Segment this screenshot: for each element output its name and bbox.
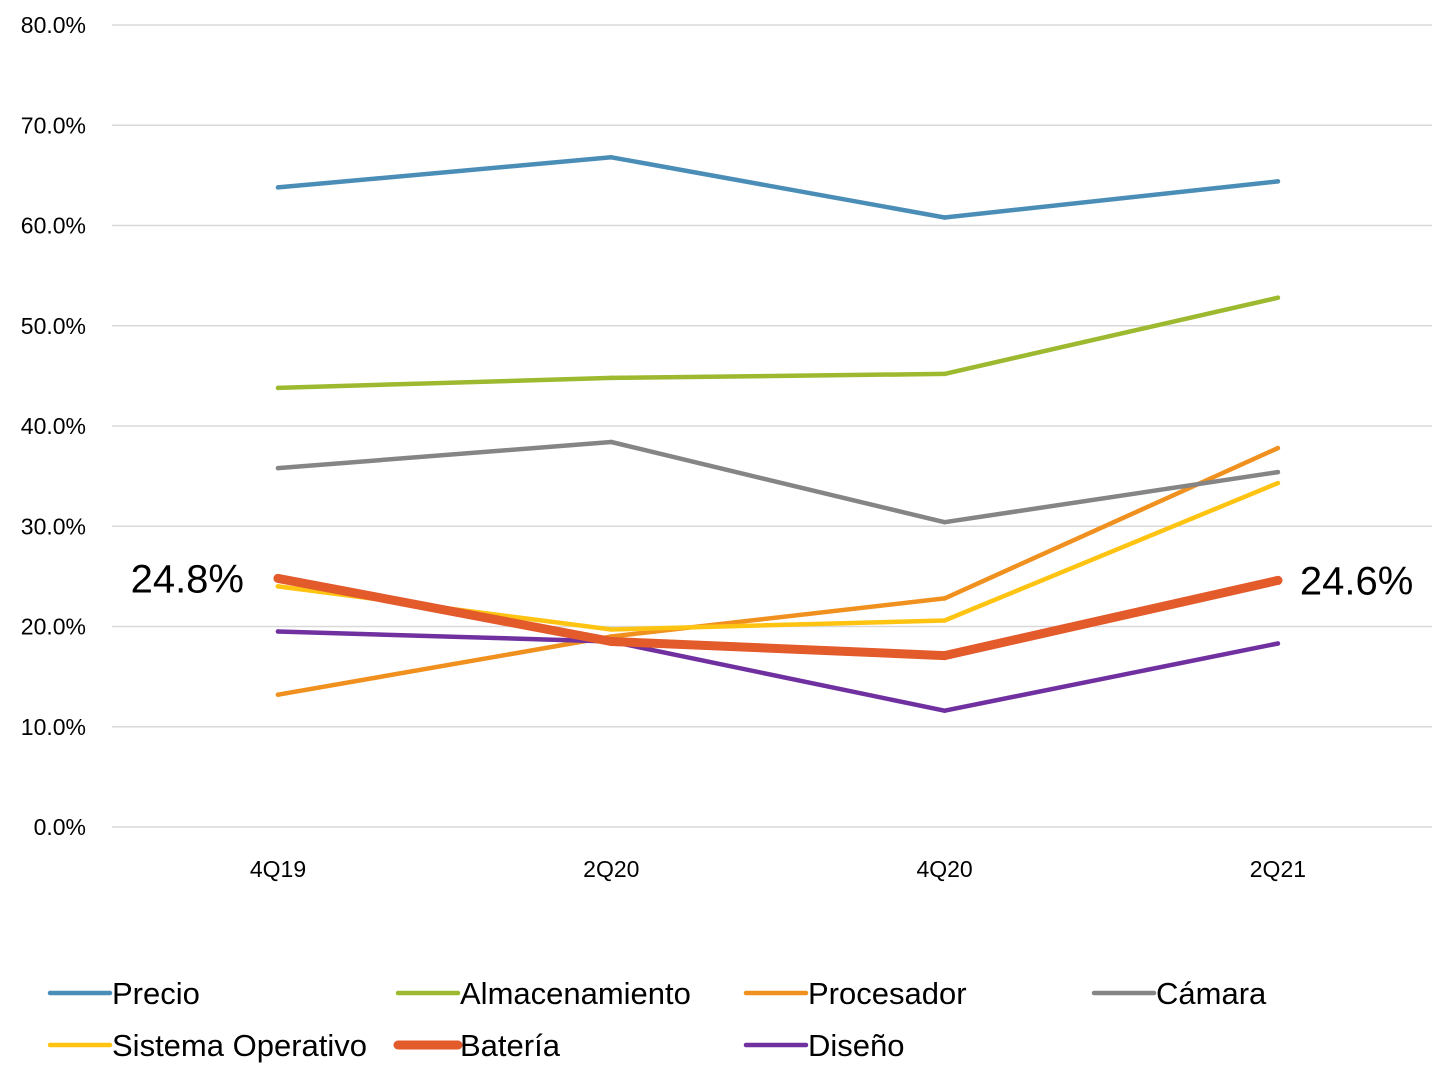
data-point-sistema-operativo	[275, 584, 281, 589]
y-tick-label: 30.0%	[21, 513, 86, 539]
y-axis-ticks: 0.0% 10.0% 20.0% 30.0% 40.0% 50.0% 60.0% 70.0% 8…	[21, 12, 86, 840]
data-point-bateria	[940, 651, 950, 661]
y-tick-label: 60.0%	[21, 213, 86, 239]
x-axis-ticks: 4Q19 2Q20 4Q20 2Q21	[250, 856, 1306, 882]
gridlines	[112, 24, 1432, 828]
y-tick-label: 40.0%	[21, 413, 86, 439]
data-label: 24.6%	[1300, 559, 1413, 603]
data-point-precio	[942, 215, 947, 220]
data-point-almacenamiento	[275, 385, 281, 391]
data-point-camara	[609, 439, 614, 445]
x-tick-label: 4Q19	[250, 856, 306, 882]
series-lines	[273, 155, 1283, 713]
data-point-procesador	[275, 692, 281, 697]
data-point-diseno	[1275, 641, 1281, 646]
x-tick-label: 2Q21	[1250, 856, 1306, 882]
y-tick-label: 20.0%	[21, 614, 86, 640]
data-point-precio	[1275, 179, 1281, 184]
y-tick-label: 10.0%	[21, 714, 86, 740]
data-point-almacenamiento	[609, 375, 614, 381]
series-line-camara	[275, 439, 1281, 525]
data-point-sistema-operativo	[942, 618, 947, 623]
legend-label: Cámara	[1156, 976, 1267, 1011]
x-tick-label: 2Q20	[583, 856, 639, 882]
legend-item-camara: Cámara	[1091, 976, 1267, 1011]
series-line-precio	[275, 155, 1281, 220]
data-point-almacenamiento	[1275, 295, 1281, 300]
y-tick-label: 50.0%	[21, 313, 86, 339]
data-point-precio	[275, 185, 281, 190]
data-labels: 24.8% 24.6%	[131, 557, 1414, 603]
y-tick-label: 0.0%	[34, 814, 86, 840]
data-point-sistema-operativo	[609, 627, 614, 632]
legend-item-diseno: Diseño	[743, 1028, 905, 1063]
data-point-diseno	[275, 629, 281, 634]
data-point-camara	[275, 465, 281, 471]
y-tick-label: 80.0%	[21, 12, 86, 38]
y-tick-label: 70.0%	[21, 112, 86, 138]
legend: Precio Almacenamiento Procesador Cámara Sist…	[47, 976, 1267, 1063]
legend-item-procesador: Procesador	[743, 976, 967, 1011]
legend-label: Sistema Operativo	[112, 1028, 367, 1063]
data-point-sistema-operativo	[1275, 480, 1281, 486]
data-point-precio	[609, 155, 614, 160]
data-point-bateria	[273, 573, 283, 583]
legend-item-almacenamiento: Almacenamiento	[395, 976, 691, 1011]
data-point-bateria	[606, 637, 616, 647]
legend-label: Precio	[112, 976, 200, 1011]
x-tick-label: 4Q20	[916, 856, 972, 882]
data-point-camara	[1275, 469, 1281, 475]
legend-label: Procesador	[808, 976, 967, 1011]
legend-label: Diseño	[808, 1028, 905, 1063]
legend-item-sistema-operativo: Sistema Operativo	[47, 1028, 367, 1063]
data-point-procesador	[1275, 445, 1281, 451]
data-label: 24.8%	[131, 557, 244, 601]
data-point-bateria	[1273, 575, 1283, 585]
series-line-almacenamiento	[275, 295, 1281, 391]
series-line-bateria	[273, 573, 1283, 661]
data-point-camara	[942, 519, 947, 525]
data-point-almacenamiento	[942, 371, 947, 377]
legend-item-bateria: Batería	[393, 1028, 561, 1063]
series-line-procesador	[275, 445, 1281, 697]
data-point-procesador	[942, 596, 947, 601]
legend-item-precio: Precio	[47, 976, 200, 1011]
legend-label: Almacenamiento	[460, 976, 691, 1011]
legend-label: Batería	[460, 1028, 561, 1063]
series-line-diseno	[275, 629, 1281, 713]
data-point-diseno	[942, 708, 947, 713]
